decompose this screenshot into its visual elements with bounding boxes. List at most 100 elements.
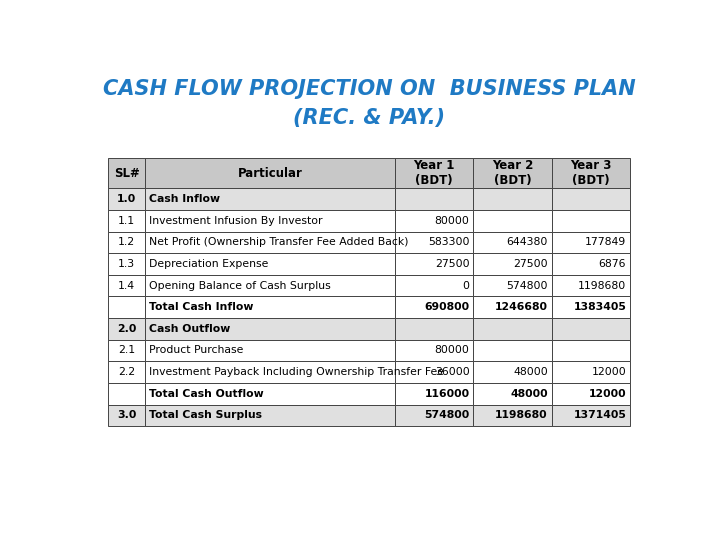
Text: Total Cash Inflow: Total Cash Inflow bbox=[149, 302, 253, 312]
Text: 1198680: 1198680 bbox=[495, 410, 548, 420]
Bar bbox=[108, 404, 145, 426]
Bar bbox=[108, 340, 145, 361]
Text: 177849: 177849 bbox=[585, 238, 626, 247]
Text: 3.0: 3.0 bbox=[117, 410, 136, 420]
Text: 116000: 116000 bbox=[424, 389, 469, 399]
Text: 48000: 48000 bbox=[510, 389, 548, 399]
Bar bbox=[145, 158, 395, 188]
Text: 690800: 690800 bbox=[424, 302, 469, 312]
Text: Product Purchase: Product Purchase bbox=[149, 346, 244, 355]
Bar bbox=[395, 210, 474, 232]
Text: Total Cash Outflow: Total Cash Outflow bbox=[149, 389, 264, 399]
Text: 27500: 27500 bbox=[435, 259, 469, 269]
Text: Year 1
(BDT): Year 1 (BDT) bbox=[413, 159, 455, 187]
Text: 583300: 583300 bbox=[428, 238, 469, 247]
Bar bbox=[395, 404, 474, 426]
Bar bbox=[145, 296, 395, 318]
Bar bbox=[395, 383, 474, 404]
Text: 1371405: 1371405 bbox=[573, 410, 626, 420]
Bar bbox=[552, 340, 630, 361]
Bar bbox=[552, 188, 630, 210]
Bar bbox=[395, 361, 474, 383]
Text: 574800: 574800 bbox=[424, 410, 469, 420]
Text: 48000: 48000 bbox=[513, 367, 548, 377]
Bar bbox=[474, 253, 552, 275]
Text: 1.0: 1.0 bbox=[117, 194, 136, 204]
Bar bbox=[145, 404, 395, 426]
Text: Investment Payback Including Ownership Transfer Fee: Investment Payback Including Ownership T… bbox=[149, 367, 444, 377]
Bar bbox=[395, 275, 474, 296]
Bar bbox=[552, 318, 630, 340]
Bar bbox=[552, 210, 630, 232]
Bar bbox=[474, 232, 552, 253]
Text: 1.3: 1.3 bbox=[118, 259, 135, 269]
Bar bbox=[474, 188, 552, 210]
Text: 644380: 644380 bbox=[506, 238, 548, 247]
Bar bbox=[552, 275, 630, 296]
Text: 12000: 12000 bbox=[592, 367, 626, 377]
Text: Depreciation Expense: Depreciation Expense bbox=[149, 259, 269, 269]
Bar bbox=[145, 340, 395, 361]
Text: 1198680: 1198680 bbox=[578, 281, 626, 291]
Bar bbox=[395, 340, 474, 361]
Bar bbox=[474, 210, 552, 232]
Bar bbox=[552, 253, 630, 275]
Bar bbox=[108, 361, 145, 383]
Text: 80000: 80000 bbox=[435, 346, 469, 355]
Bar bbox=[145, 275, 395, 296]
Text: Total Cash Surplus: Total Cash Surplus bbox=[149, 410, 262, 420]
Bar bbox=[552, 158, 630, 188]
Bar bbox=[108, 318, 145, 340]
Bar bbox=[145, 383, 395, 404]
Bar bbox=[108, 253, 145, 275]
Text: Year 2
(BDT): Year 2 (BDT) bbox=[492, 159, 534, 187]
Text: Cash Outflow: Cash Outflow bbox=[149, 324, 230, 334]
Bar bbox=[395, 188, 474, 210]
Text: CASH FLOW PROJECTION ON  BUSINESS PLAN: CASH FLOW PROJECTION ON BUSINESS PLAN bbox=[103, 79, 635, 99]
Bar bbox=[552, 361, 630, 383]
Text: 1.4: 1.4 bbox=[118, 281, 135, 291]
Bar bbox=[474, 340, 552, 361]
Text: 6876: 6876 bbox=[599, 259, 626, 269]
Bar bbox=[552, 232, 630, 253]
Bar bbox=[474, 318, 552, 340]
Text: 80000: 80000 bbox=[435, 215, 469, 226]
Bar bbox=[552, 296, 630, 318]
Bar bbox=[474, 383, 552, 404]
Bar bbox=[395, 158, 474, 188]
Bar bbox=[108, 296, 145, 318]
Bar bbox=[108, 383, 145, 404]
Text: Year 3
(BDT): Year 3 (BDT) bbox=[570, 159, 612, 187]
Text: Investment Infusion By Investor: Investment Infusion By Investor bbox=[149, 215, 323, 226]
Text: Particular: Particular bbox=[238, 167, 302, 180]
Text: 2.2: 2.2 bbox=[118, 367, 135, 377]
Bar bbox=[108, 210, 145, 232]
Bar bbox=[552, 383, 630, 404]
Text: 1383405: 1383405 bbox=[573, 302, 626, 312]
Bar bbox=[474, 361, 552, 383]
Bar bbox=[145, 210, 395, 232]
Text: 1.1: 1.1 bbox=[118, 215, 135, 226]
Text: 574800: 574800 bbox=[506, 281, 548, 291]
Text: 2.0: 2.0 bbox=[117, 324, 136, 334]
Bar bbox=[108, 275, 145, 296]
Bar bbox=[395, 296, 474, 318]
Text: Cash Inflow: Cash Inflow bbox=[149, 194, 220, 204]
Bar bbox=[145, 361, 395, 383]
Text: 12000: 12000 bbox=[589, 389, 626, 399]
Text: 36000: 36000 bbox=[435, 367, 469, 377]
Bar bbox=[108, 188, 145, 210]
Bar bbox=[108, 158, 145, 188]
Bar bbox=[474, 275, 552, 296]
Text: 0: 0 bbox=[462, 281, 469, 291]
Text: (REC. & PAY.): (REC. & PAY.) bbox=[293, 109, 445, 129]
Bar bbox=[474, 158, 552, 188]
Bar bbox=[145, 188, 395, 210]
Text: 27500: 27500 bbox=[513, 259, 548, 269]
Bar bbox=[474, 296, 552, 318]
Text: 2.1: 2.1 bbox=[118, 346, 135, 355]
Bar bbox=[108, 232, 145, 253]
Bar bbox=[145, 318, 395, 340]
Bar bbox=[145, 232, 395, 253]
Bar bbox=[395, 253, 474, 275]
